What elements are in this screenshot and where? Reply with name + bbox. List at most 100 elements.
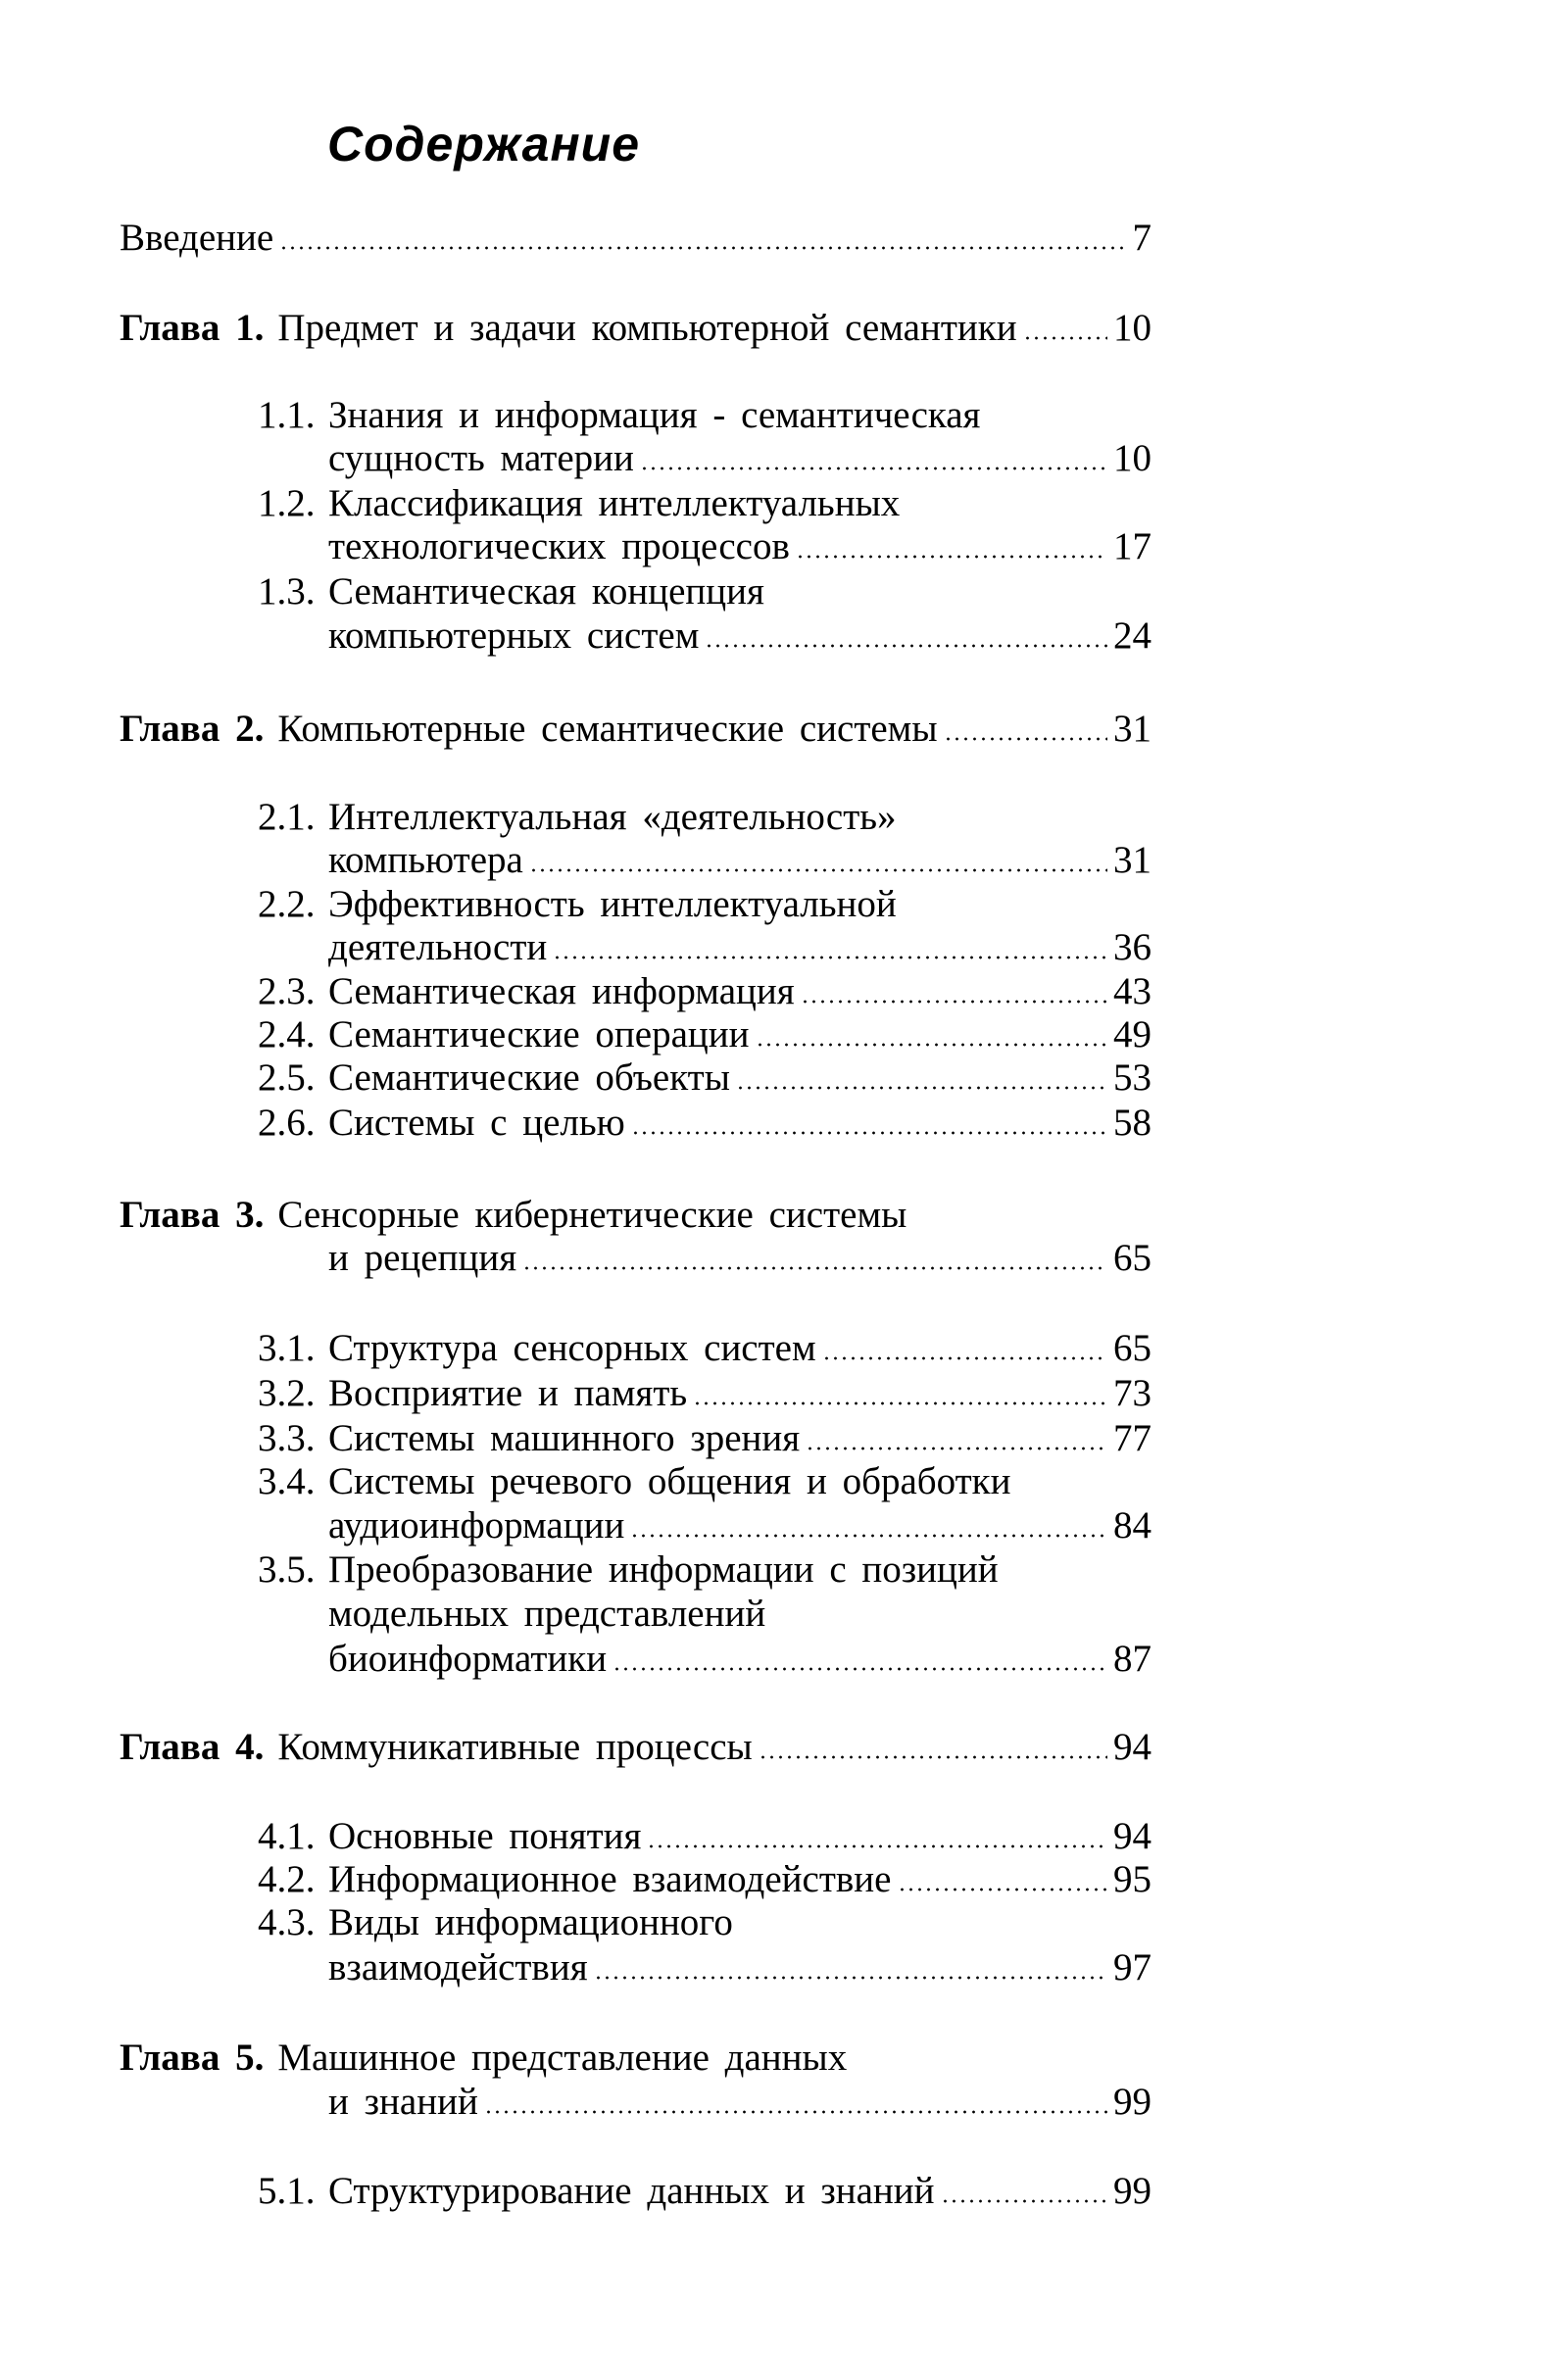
toc-section-line[interactable]: компьютерных систем 24 [328, 614, 1152, 659]
dot-leader [612, 1667, 1107, 1671]
page-number: 7 [1132, 217, 1152, 259]
toc-section-line[interactable]: модельных представлений [328, 1592, 1152, 1637]
section-number: 4.3. [258, 1901, 316, 1943]
chapter-label: Глава 3. [120, 1194, 265, 1236]
toc-chapter-line[interactable]: Глава 3. Сенсорные кибернетические систем… [120, 1193, 1152, 1238]
section-number: 3.4. [258, 1460, 316, 1502]
section-number: 1.2. [258, 482, 316, 524]
entry-title: Системы машинного зрения [328, 1417, 801, 1459]
toc-chapter-line[interactable]: Глава 2. Компьютерные семантические систе… [120, 707, 1152, 752]
entry-title: Предмет и задачи компьютерной семантики [277, 307, 1017, 349]
dot-leader [940, 2199, 1107, 2203]
dot-leader [755, 1043, 1107, 1047]
page-number: 94 [1113, 1726, 1152, 1768]
toc-chapter-line[interactable]: и знаний 99 [328, 2080, 1152, 2125]
dot-leader [522, 1266, 1107, 1270]
toc-section-line[interactable]: 2.6. Системы с целью 58 [258, 1101, 1152, 1146]
toc-section-line[interactable]: сущность материи 10 [328, 436, 1152, 481]
entry-title: Эффективность интеллектуальной [328, 883, 897, 925]
page-number: 10 [1113, 437, 1152, 479]
toc-section-line[interactable]: 3.4. Системы речевого общения и обработки [258, 1459, 1152, 1504]
toc-section-line[interactable]: 4.3. Виды информационного [258, 1900, 1152, 1945]
toc-intro-line[interactable]: Введение 7 [120, 216, 1152, 261]
toc-chapter-line[interactable]: Глава 1. Предмет и задачи компьютерной се… [120, 306, 1152, 351]
page-number: 10 [1113, 307, 1152, 349]
entry-title: Системы речевого общения и обработки [328, 1460, 1011, 1502]
toc-section-line[interactable]: 3.3. Системы машинного зрения 77 [258, 1416, 1152, 1461]
section-number: 3.1. [258, 1327, 316, 1369]
dot-leader [800, 1000, 1107, 1004]
page-number: 87 [1113, 1638, 1152, 1680]
toc-section-line[interactable]: 1.1. Знания и информация - семантическая [258, 393, 1152, 438]
toc-section-line[interactable]: аудиоинформации 84 [328, 1503, 1152, 1548]
toc-section-line[interactable]: 2.1. Интеллектуальная «деятельность» [258, 795, 1152, 840]
entry-title: компьютерных систем [328, 614, 700, 657]
page-number: 97 [1113, 1946, 1152, 1989]
entry-title: Классификация интеллектуальных [328, 482, 901, 524]
entry-title: технологических процессов [328, 525, 790, 567]
page-number: 31 [1113, 708, 1152, 750]
dot-leader [897, 1888, 1107, 1891]
entry-title: Восприятие и память [328, 1372, 688, 1414]
section-number: 2.6. [258, 1102, 316, 1144]
toc-section-line[interactable]: взаимодействия 97 [328, 1945, 1152, 1990]
toc-section-line[interactable]: 2.3. Семантическая информация 43 [258, 969, 1152, 1014]
toc-section-line[interactable]: 3.2. Восприятие и память 73 [258, 1371, 1152, 1416]
page-title: Содержание [327, 117, 641, 172]
entry-title: Коммуникативные процессы [277, 1726, 753, 1768]
page-number: 94 [1113, 1815, 1152, 1857]
toc-chapter-line[interactable]: Глава 5. Машинное представление данных [120, 2036, 1152, 2081]
toc-section-line[interactable]: 3.5. Преобразование информации с позиций [258, 1547, 1152, 1593]
entry-title: компьютера [328, 839, 523, 881]
dot-leader [639, 466, 1107, 470]
page-number: 77 [1113, 1417, 1152, 1459]
dot-leader [735, 1086, 1107, 1090]
section-number: 2.4. [258, 1013, 316, 1056]
entry-title: Машинное представление данных [277, 2037, 848, 2079]
entry-title: Знания и информация - семантическая [328, 394, 981, 436]
dot-leader [758, 1755, 1107, 1759]
toc-section-line[interactable]: 4.2. Информационное взаимодействие 95 [258, 1857, 1152, 1902]
dot-leader [943, 737, 1107, 741]
toc-section-line[interactable]: 2.4. Семантические операции 49 [258, 1012, 1152, 1057]
entry-title: деятельности [328, 926, 548, 968]
toc-section-line[interactable]: деятельности 36 [328, 925, 1152, 970]
toc-section-line[interactable]: 2.5. Семантические объекты 53 [258, 1056, 1152, 1101]
dot-leader [483, 2110, 1107, 2114]
toc-section-line[interactable]: 2.2. Эффективность интеллектуальной [258, 882, 1152, 927]
page-number: 24 [1113, 614, 1152, 657]
entry-title: сущность материи [328, 437, 634, 479]
section-number: 4.1. [258, 1815, 316, 1857]
toc-section-line[interactable]: 1.3. Семантическая концепция [258, 569, 1152, 614]
entry-title: Информационное взаимодействие [328, 1858, 892, 1900]
dot-leader [647, 1844, 1107, 1848]
section-number: 2.1. [258, 796, 316, 838]
toc-section-line[interactable]: биоинформатики 87 [328, 1637, 1152, 1682]
toc-section-line[interactable]: 5.1. Структурирование данных и знаний 99 [258, 2169, 1152, 2214]
toc-section-line[interactable]: компьютера 31 [328, 838, 1152, 883]
dot-leader [630, 1534, 1107, 1538]
toc-section-line[interactable]: 4.1. Основные понятия 94 [258, 1814, 1152, 1859]
dot-leader [528, 868, 1107, 872]
entry-title: аудиоинформации [328, 1504, 625, 1547]
entry-title: Преобразование информации с позиций [328, 1548, 999, 1591]
toc-section-line[interactable]: 1.2. Классификация интеллектуальных [258, 481, 1152, 526]
chapter-label: Глава 2. [120, 708, 265, 750]
entry-title: и рецепция [328, 1237, 517, 1279]
section-number: 3.5. [258, 1548, 316, 1591]
entry-title: биоинформатики [328, 1638, 608, 1680]
toc-section-line[interactable]: технологических процессов 17 [328, 524, 1152, 569]
page-number: 31 [1113, 839, 1152, 881]
section-number: 1.1. [258, 394, 316, 436]
page-number: 65 [1113, 1327, 1152, 1369]
page-number: 73 [1113, 1372, 1152, 1414]
dot-leader [1022, 336, 1107, 340]
section-number: 5.1. [258, 2170, 316, 2212]
toc-section-line[interactable]: 3.1. Структура сенсорных систем 65 [258, 1326, 1152, 1371]
entry-title: Семантическая информация [328, 970, 795, 1012]
toc-chapter-line[interactable]: и рецепция 65 [328, 1236, 1152, 1281]
toc-chapter-line[interactable]: Глава 4. Коммуникативные процессы 94 [120, 1725, 1152, 1770]
entry-title: модельных представлений [328, 1593, 766, 1635]
entry-title: Компьютерные семантические системы [277, 708, 938, 750]
dot-leader [806, 1447, 1107, 1450]
